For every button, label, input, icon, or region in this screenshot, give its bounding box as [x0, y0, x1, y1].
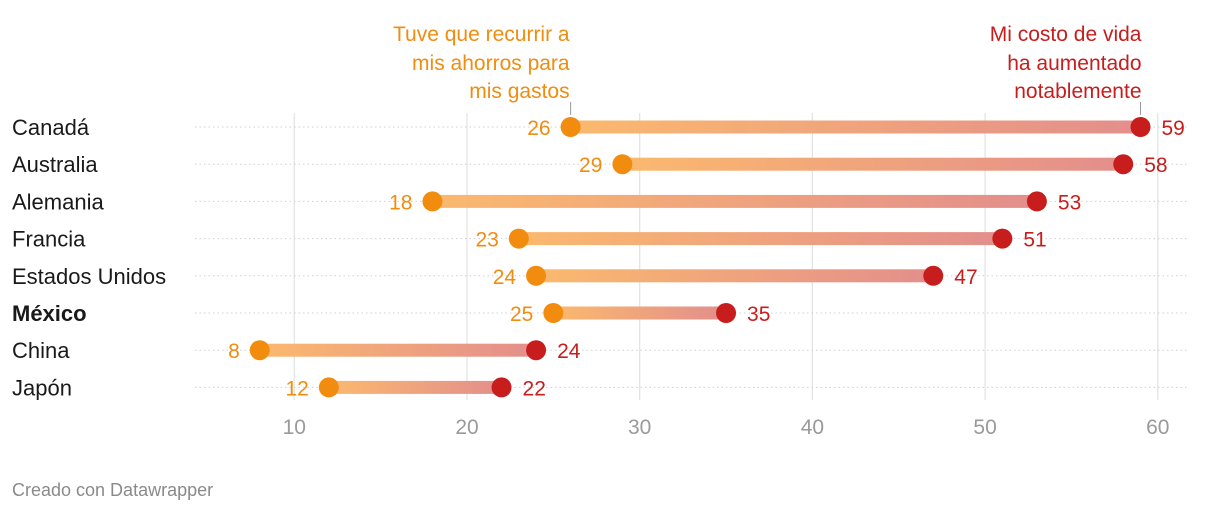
x-tick-label: 10 — [283, 416, 306, 439]
category-label: Francia — [12, 227, 86, 252]
cost-of-living-dot — [1113, 154, 1134, 175]
x-tick-label: 40 — [801, 416, 824, 439]
category-label: México — [12, 301, 87, 326]
cost-of-living-value-label: 47 — [954, 266, 977, 289]
savings-value-label: 12 — [285, 377, 308, 400]
range-bar — [259, 343, 537, 357]
savings-annotation-line: mis gastos — [469, 80, 569, 103]
range-bar — [570, 120, 1141, 134]
cost-of-living-annotation-line: notablemente — [1014, 80, 1141, 103]
grid-lines — [293, 113, 1159, 400]
range-bar — [622, 157, 1124, 171]
cost-of-living-dot — [491, 377, 512, 398]
savings-dot — [422, 191, 443, 212]
dumbbell-dots — [249, 117, 1151, 398]
credit-text: Creado con Datawrapper — [12, 480, 213, 500]
savings-value-label: 26 — [527, 117, 550, 140]
range-bar — [553, 306, 727, 320]
category-label: Alemania — [12, 189, 104, 214]
category-label: Canadá — [12, 115, 90, 140]
cost-of-living-value-label: 58 — [1144, 154, 1167, 177]
savings-value-label: 25 — [510, 303, 533, 326]
savings-value-label: 18 — [389, 191, 412, 214]
cost-of-living-annotation-line: ha aumentado — [1007, 52, 1141, 75]
cost-of-living-dot — [1026, 191, 1047, 212]
range-bar — [432, 194, 1037, 208]
range-bar — [518, 232, 1003, 246]
savings-value-label: 29 — [579, 154, 602, 177]
cost-of-living-dot — [716, 303, 737, 323]
savings-annotation-line: mis ahorros para — [412, 52, 570, 75]
savings-dot — [543, 303, 564, 323]
category-label: Japón — [12, 375, 72, 400]
savings-dot — [318, 377, 339, 398]
savings-value-label: 23 — [475, 229, 498, 252]
category-label: Australia — [12, 152, 98, 177]
x-tick-label: 50 — [973, 416, 996, 439]
cost-of-living-dot — [992, 228, 1013, 249]
cost-of-living-value-label: 59 — [1162, 117, 1185, 140]
category-label: China — [12, 338, 70, 363]
cost-of-living-dot — [923, 265, 944, 286]
category-labels: Canadá Australia Alemania Francia Estados Un… — [12, 115, 166, 400]
savings-dot — [612, 154, 633, 175]
cost-of-living-value-label: 24 — [557, 340, 581, 363]
cost-of-living-value-label: 22 — [523, 377, 546, 400]
savings-annotation-line: Tuve que recurrir a — [393, 23, 570, 46]
cost-of-living-value-label: 35 — [747, 303, 770, 326]
value-labels: 26 59 29 58 18 53 23 51 24 47 25 35 8 24 12 22 — [228, 117, 1185, 400]
savings-dot — [508, 228, 529, 249]
savings-dot — [560, 117, 581, 137]
cost-of-living-dot — [1130, 117, 1151, 137]
dumbbell-bars — [259, 120, 1141, 394]
range-bar — [536, 269, 934, 283]
savings-value-label: 8 — [228, 340, 240, 363]
cost-of-living-value-label: 53 — [1058, 191, 1081, 214]
savings-value-label: 24 — [493, 266, 517, 289]
cost-of-living-value-label: 51 — [1023, 229, 1046, 252]
category-label: Estados Unidos — [12, 264, 166, 289]
cost-of-living-annotation-line: Mi costo de vida — [990, 23, 1142, 46]
range-bar — [328, 380, 502, 394]
savings-dot — [249, 340, 270, 361]
x-tick-label: 20 — [455, 416, 478, 439]
x-tick-label: 60 — [1146, 416, 1169, 439]
series-annotations: Tuve que recurrir a mis ahorros para mis g… — [393, 23, 1142, 115]
cost-of-living-dot — [526, 340, 547, 361]
savings-dot — [526, 265, 547, 286]
x-tick-label: 30 — [628, 416, 651, 439]
x-axis: 10 20 30 40 50 60 — [283, 416, 1170, 439]
